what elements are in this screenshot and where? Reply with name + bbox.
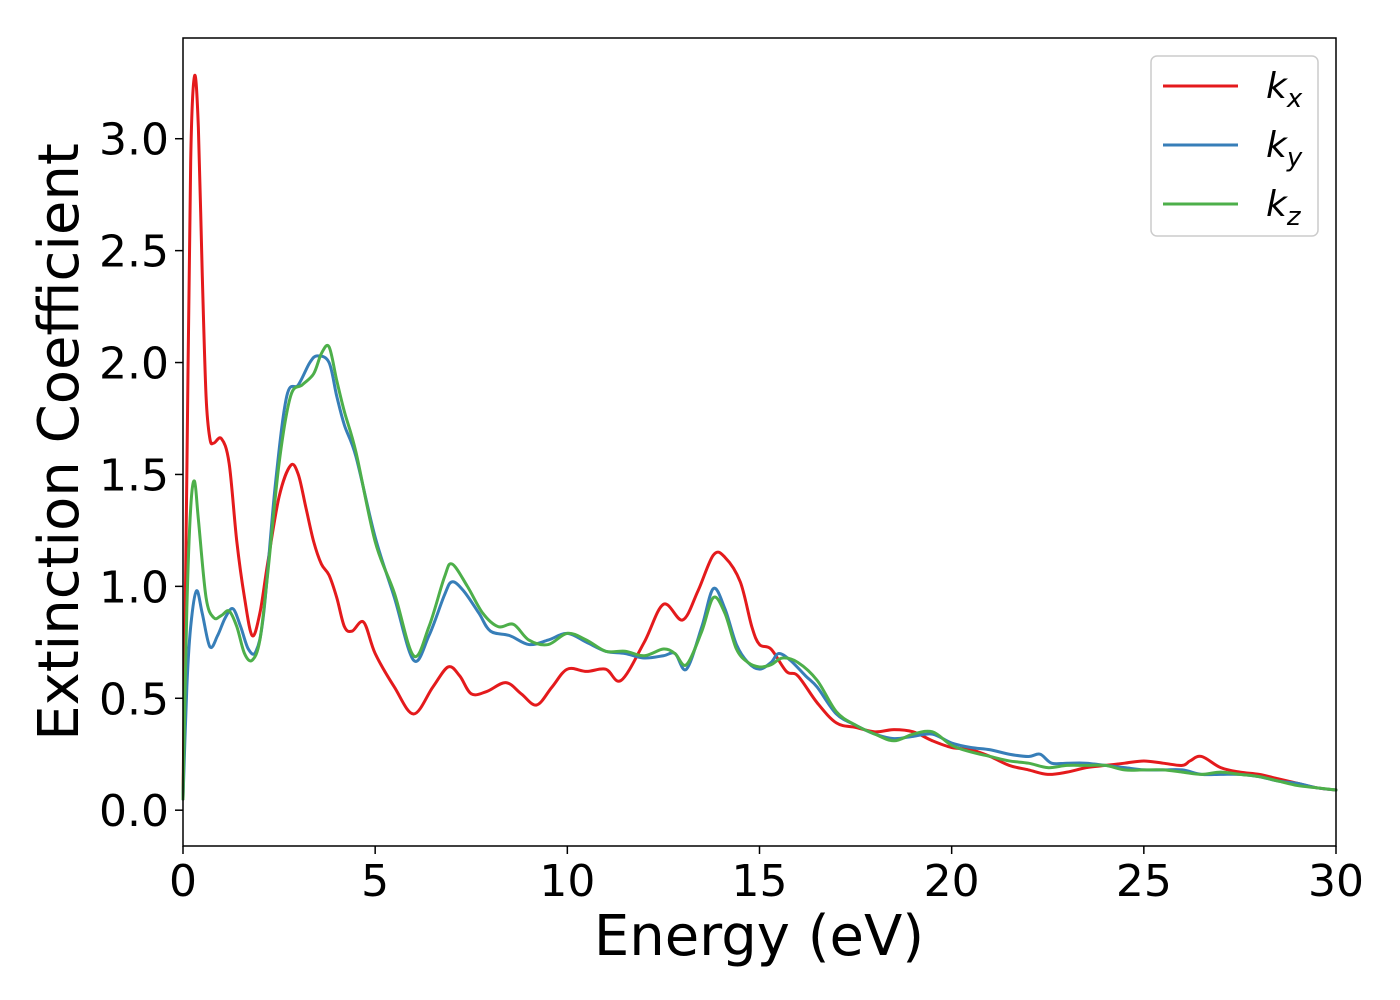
x-tick-label: 5	[361, 856, 389, 907]
series-line-kz	[181, 343, 1338, 801]
x-tick-label: 0	[169, 856, 197, 907]
y-tick-label: 1.5	[99, 450, 169, 501]
y-tick-label: 1.0	[99, 562, 169, 613]
y-tick-label: 0.5	[99, 674, 169, 725]
legend-symbol: k	[1266, 66, 1289, 107]
legend-symbol: k	[1266, 184, 1289, 225]
series-line-kx	[181, 73, 1338, 801]
x-tick-label: 10	[539, 856, 595, 907]
legend-subscript: z	[1286, 202, 1302, 232]
y-axis: 0.0 0.5 1.0 1.5 2.0 2.5 3.0	[99, 115, 183, 837]
y-tick-label: 0.0	[99, 786, 169, 837]
x-tick-label: 15	[732, 856, 788, 907]
x-tick-label: 20	[924, 856, 980, 907]
x-tick-label: 30	[1308, 856, 1364, 907]
y-tick-label: 2.5	[99, 227, 169, 278]
legend-symbol: k	[1266, 125, 1289, 166]
x-tick-label: 25	[1116, 856, 1172, 907]
x-axis: 0 5 10 15 20 25 30	[169, 846, 1364, 907]
y-axis-label: Extinction Coefficient	[27, 143, 92, 741]
y-tick-label: 2.0	[99, 339, 169, 390]
legend-label-kz: kz	[1266, 184, 1302, 232]
legend-label-kx: kx	[1266, 66, 1303, 114]
legend-subscript: x	[1286, 84, 1303, 114]
series-layer	[181, 73, 1338, 801]
legend-subscript: y	[1286, 143, 1303, 173]
x-axis-label: Energy (eV)	[594, 904, 924, 969]
legend-label-ky: ky	[1266, 125, 1303, 173]
y-tick-label: 3.0	[99, 115, 169, 166]
